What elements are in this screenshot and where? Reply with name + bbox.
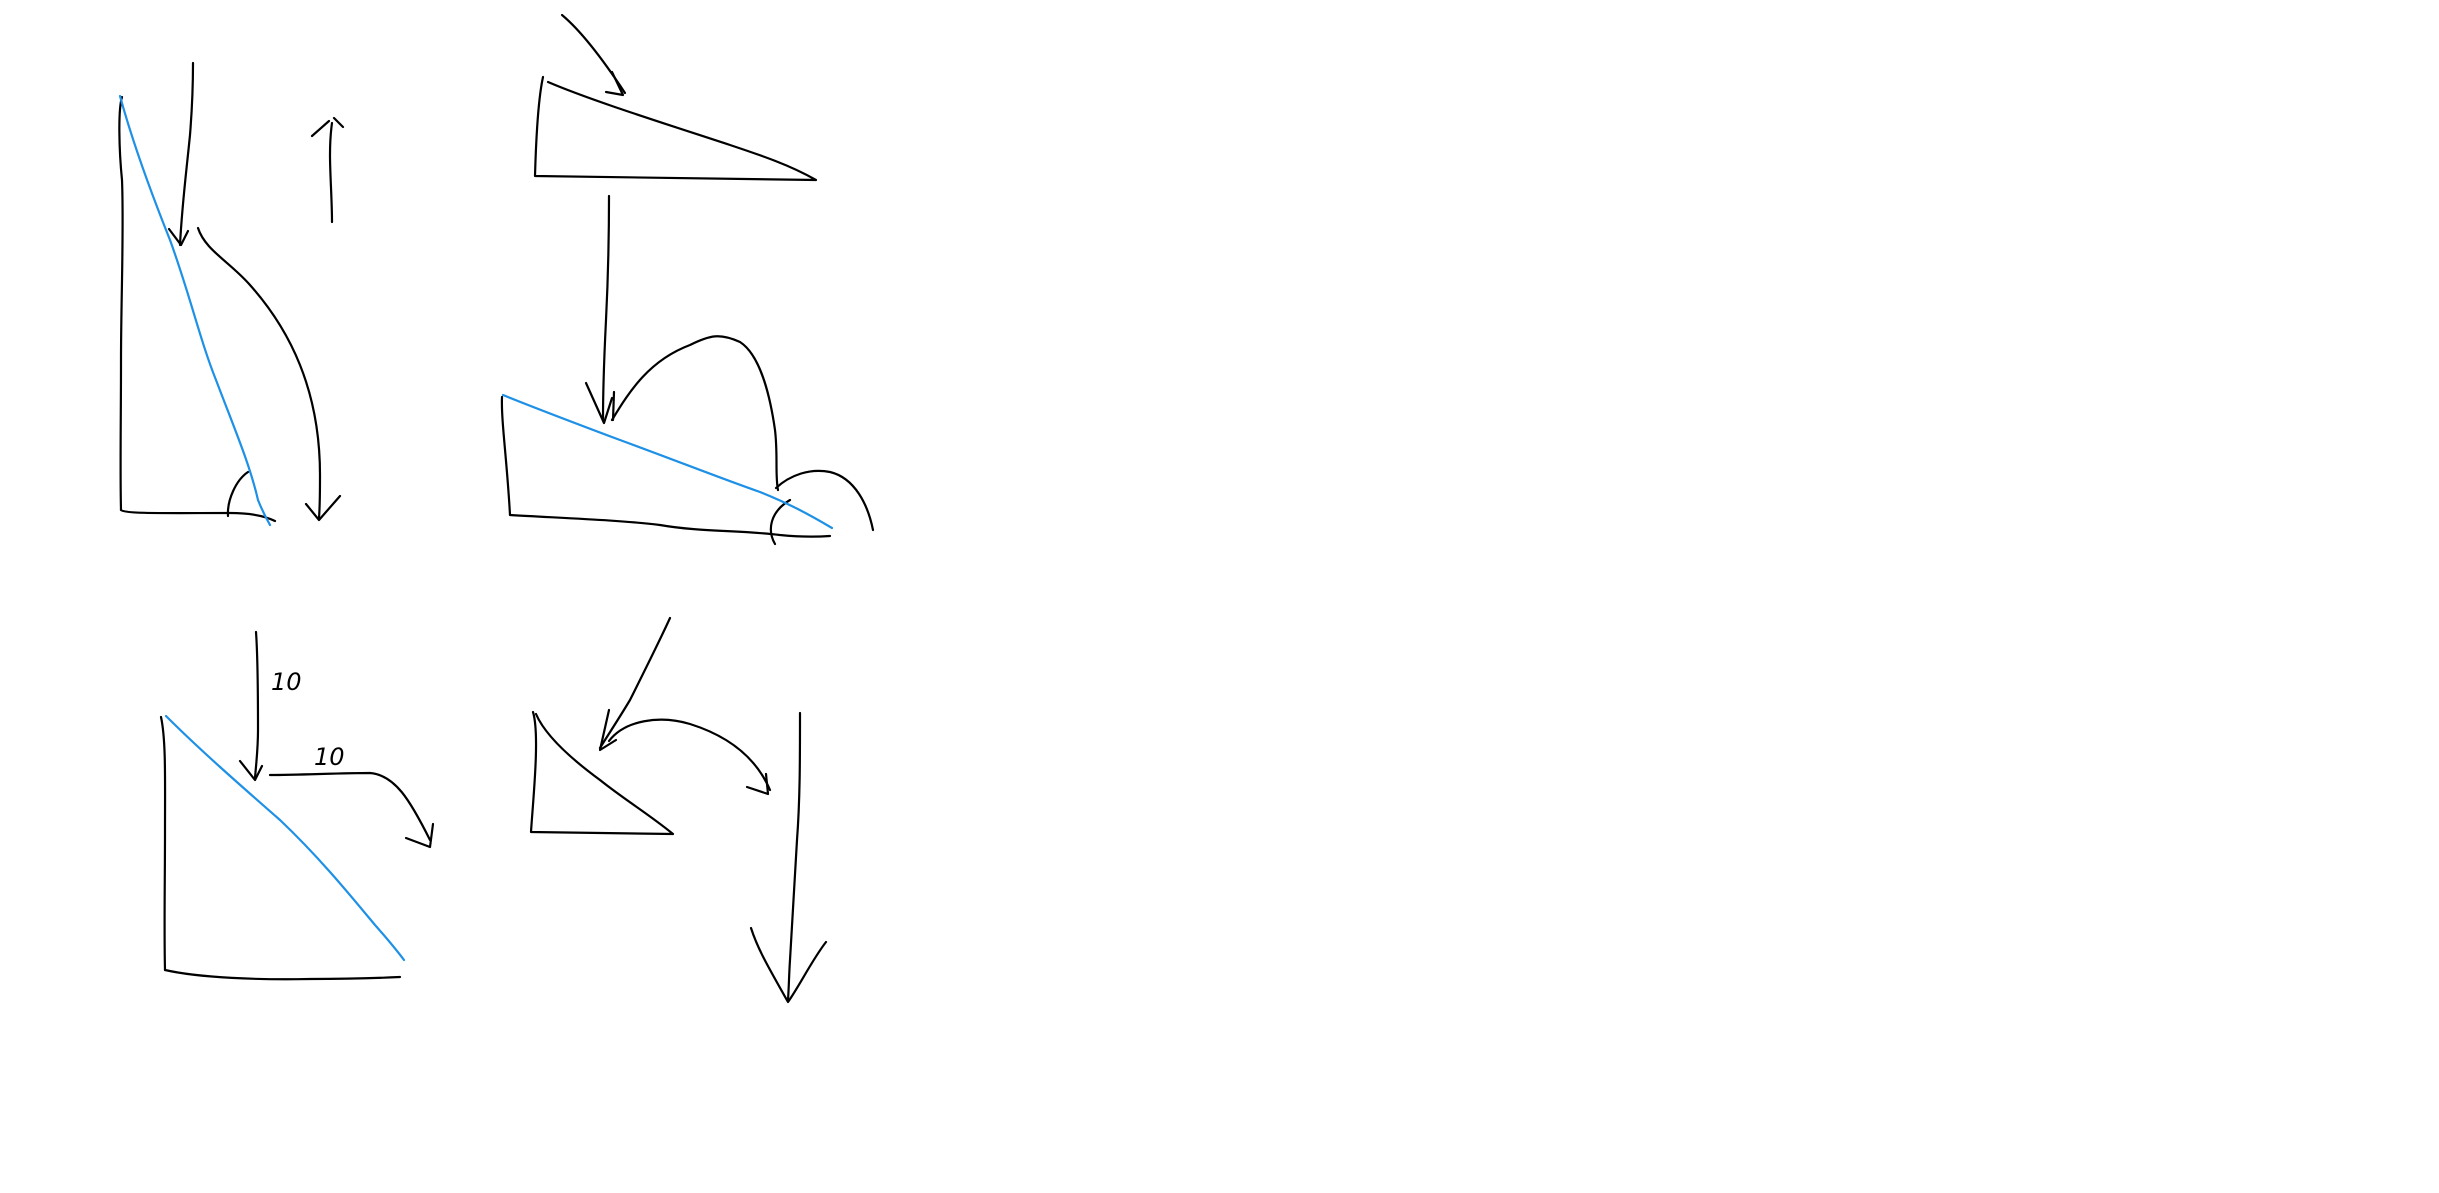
flat-triangle-arrow-head [604, 70, 625, 97]
tall-triangle-base [119, 508, 277, 523]
curved-arrow-shaft [196, 226, 322, 520]
connector-arrow-head [584, 381, 614, 425]
small-up-arrow-shaft [328, 121, 334, 224]
panel-5-small-triangle [529, 616, 828, 1004]
labeled-triangle-vertical-side [159, 715, 167, 972]
panel-2-connector [584, 194, 614, 425]
down-arrow-head [167, 227, 190, 247]
vertical-arrow-shaft [253, 630, 260, 780]
small-up-arrow-head [310, 116, 345, 138]
big-curved-arrow [610, 335, 780, 492]
tall-triangle-angle-mark [226, 470, 250, 518]
panel-1-tall-triangle [118, 94, 277, 527]
panel-1-arrows [167, 61, 345, 522]
horizontal-curved-arrow-head [404, 822, 435, 849]
sloped-shape-hypotenuse [501, 393, 834, 530]
panel-3-sloped-shape [500, 335, 875, 546]
connector-arrow-shaft [601, 194, 611, 422]
big-curved-arrow-head [611, 390, 616, 422]
sloped-shape-base [508, 513, 832, 538]
flat-triangle-outline [533, 75, 818, 182]
arc-arrow-shaft [607, 718, 772, 792]
labeled-triangle-base [163, 968, 402, 981]
long-down-arrow-shaft [786, 711, 802, 1002]
horizontal-curved-arrow [268, 771, 432, 842]
arc-arrow-head [745, 772, 770, 796]
sloped-shape-left-side [500, 395, 512, 517]
vertical-arrow-label: 10 [271, 668, 302, 696]
small-curved-arrow [774, 469, 875, 532]
long-down-arrow-head [749, 926, 828, 1004]
curved-arrow-head [304, 494, 342, 522]
panel-4-labeled-triangle: 10 10 [159, 630, 435, 981]
labeled-triangle-hypotenuse [164, 714, 406, 962]
panel-2-flat-triangle [533, 13, 818, 182]
diagonal-arrow-head [598, 708, 618, 752]
vertical-arrow-head [238, 759, 264, 782]
tall-triangle-hypotenuse [118, 94, 272, 527]
small-triangle-outline [529, 710, 675, 836]
horizontal-arrow-label: 10 [314, 743, 345, 771]
tall-triangle-vertical-side [118, 95, 124, 512]
down-arrow-shaft [178, 61, 195, 247]
diagonal-arrow-shaft [598, 616, 672, 750]
